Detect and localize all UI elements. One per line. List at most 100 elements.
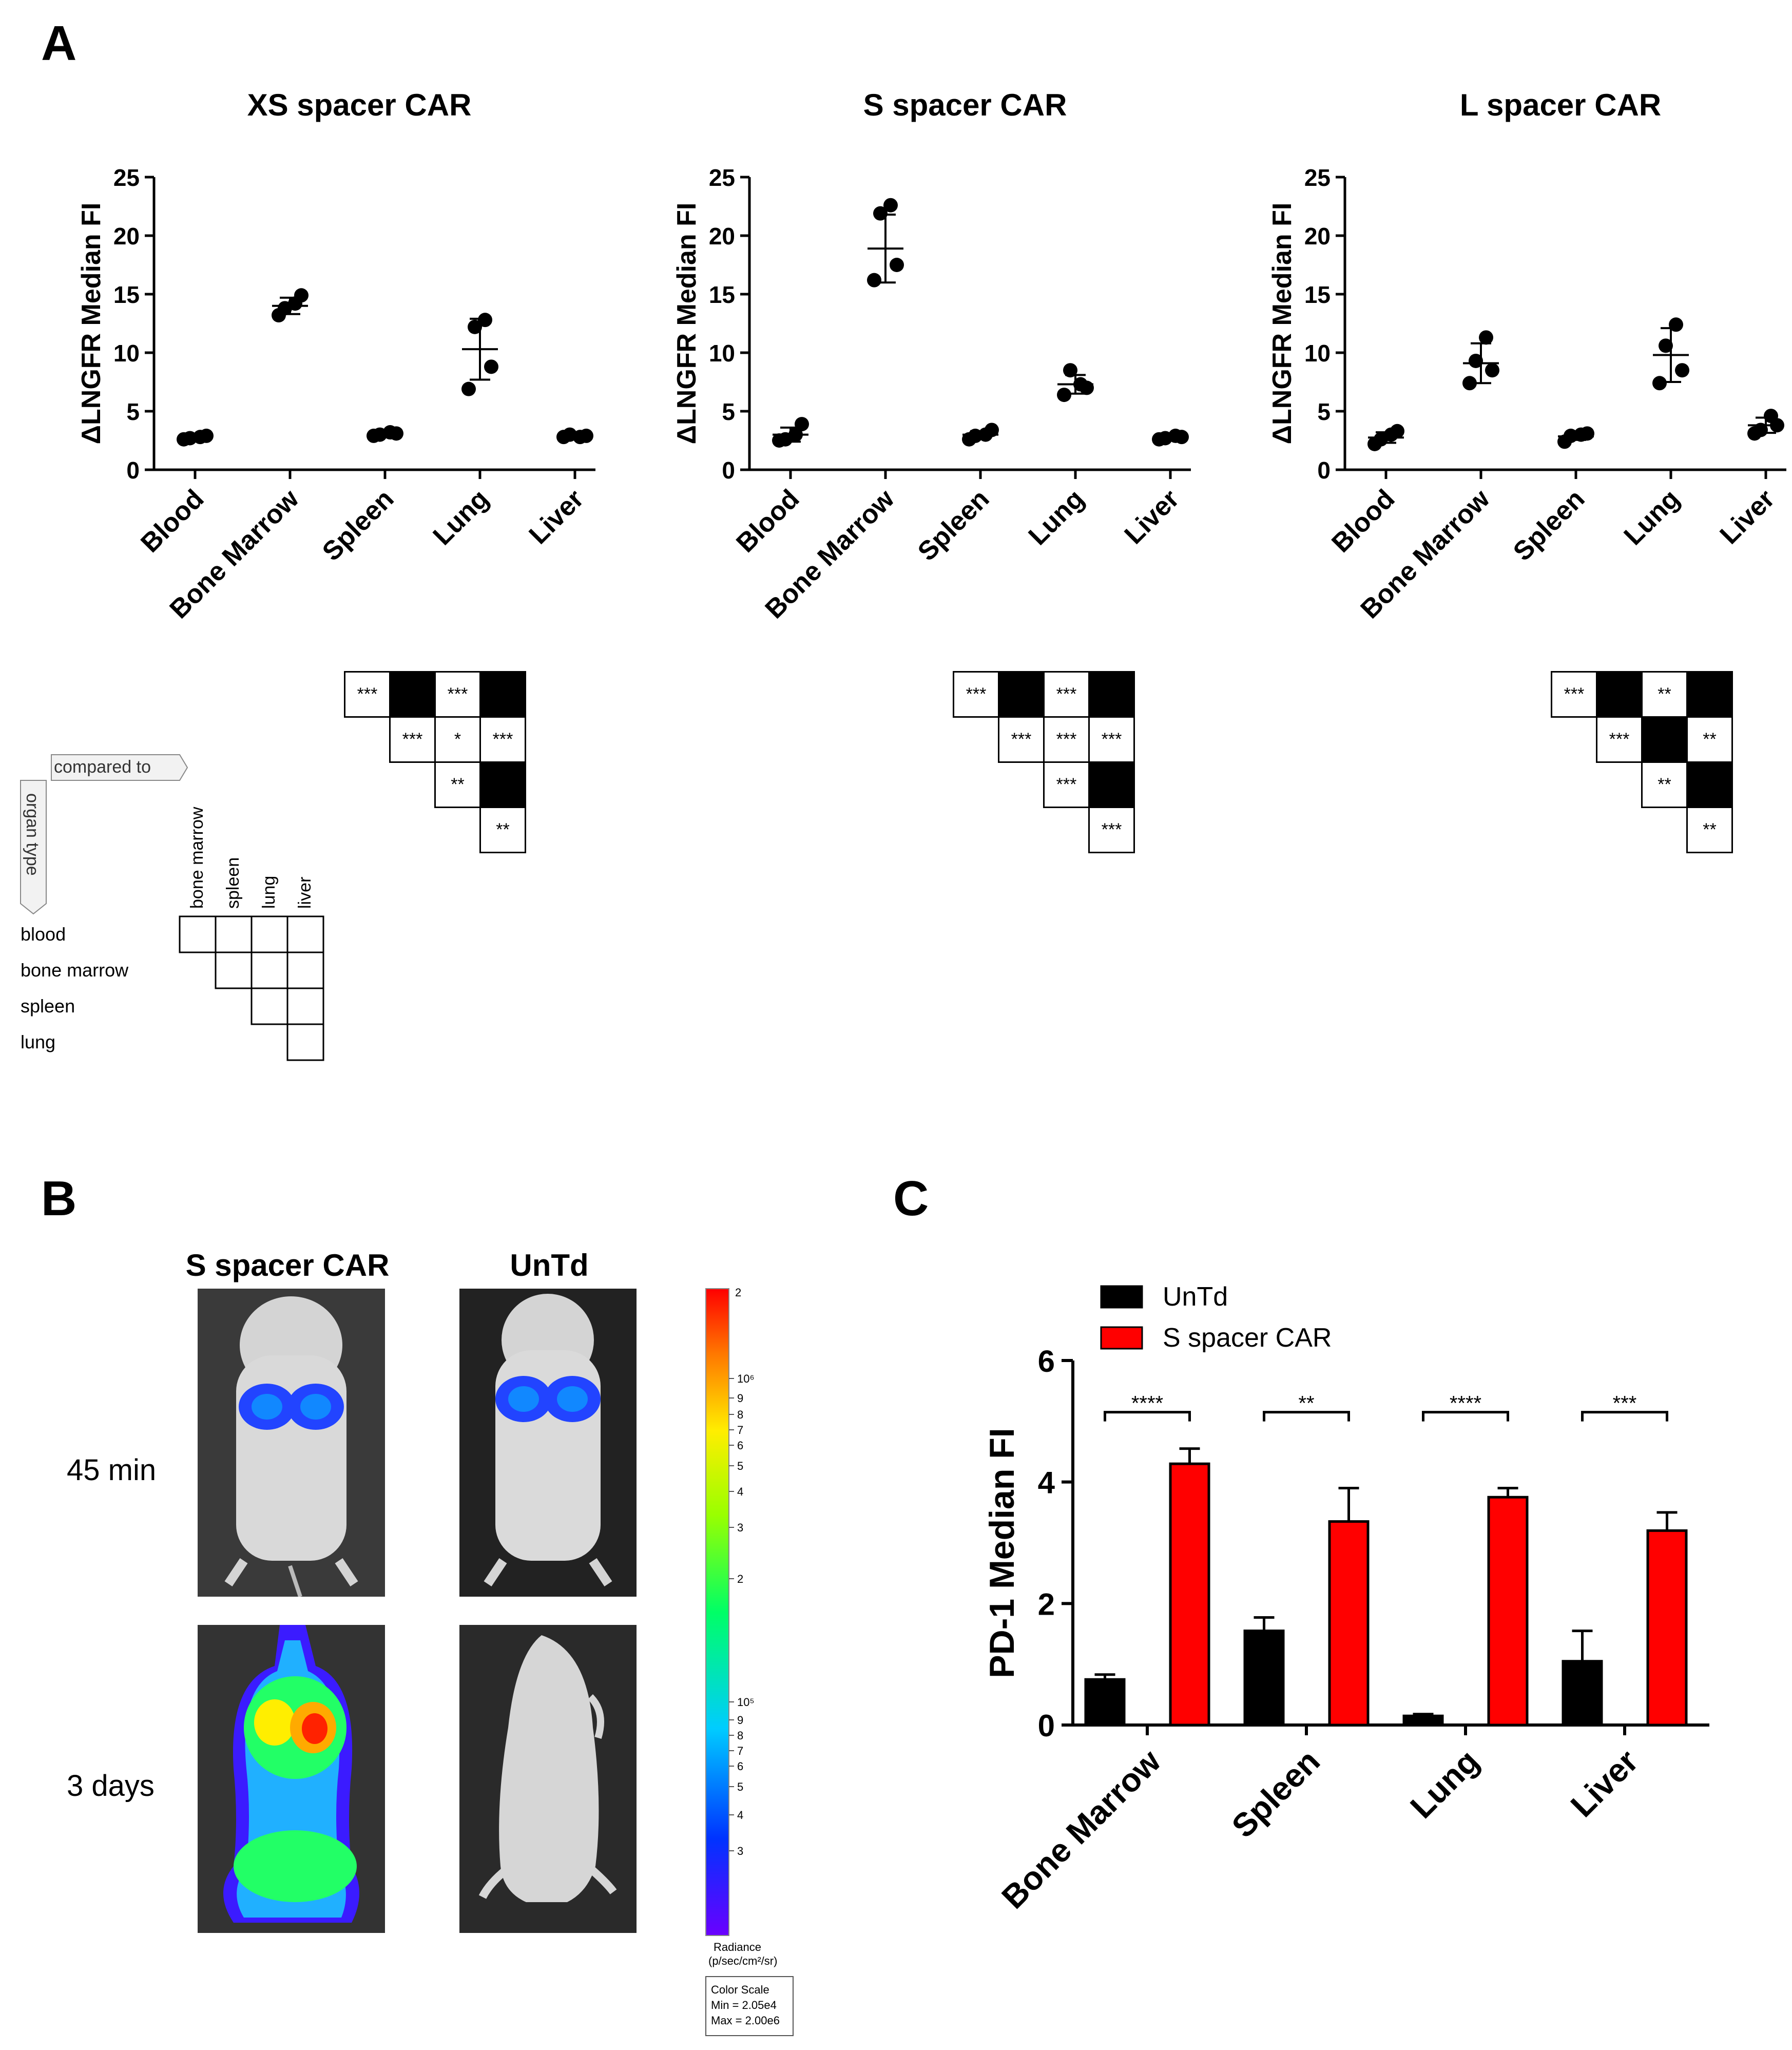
x-tick-label: Liver (1714, 484, 1781, 550)
significance-cell: ** (1686, 807, 1733, 853)
data-point (468, 319, 482, 334)
color-scale-min: Min = 2.05e4 (711, 1999, 777, 2011)
y-tick-label: 0 (1317, 457, 1331, 484)
significance-table: *** ** *** ** ** ** (1551, 671, 1733, 853)
key-row-label: lung (21, 1031, 55, 1052)
key-cell (286, 1023, 324, 1061)
empty-cell (390, 762, 435, 808)
not-significant-cell (479, 761, 526, 808)
significance-matrix-l: *** ** *** ** ** ** (1551, 671, 1733, 853)
significance-label: **** (1131, 1392, 1163, 1415)
significance-cell: *** (434, 671, 481, 718)
x-tick-label: Spleen (912, 484, 995, 567)
data-point (288, 296, 302, 311)
not-significant-cell (1088, 671, 1135, 718)
y-tick-label: 10 (113, 340, 140, 367)
colorbar-tick-label: 10⁶ (737, 1372, 755, 1385)
not-significant-cell (479, 671, 526, 718)
not-significant-cell (998, 671, 1045, 718)
significance-bracket (1263, 1411, 1350, 1422)
bar (1169, 1462, 1210, 1727)
bar (1243, 1630, 1285, 1727)
data-point (1764, 409, 1778, 424)
not-significant-cell (1686, 761, 1733, 808)
empty-cell (1552, 808, 1597, 853)
not-significant-cell (1088, 761, 1135, 808)
x-tick-label: Blood (1326, 484, 1400, 558)
significance-cell: *** (1043, 716, 1090, 763)
significance-cell: ** (1641, 671, 1688, 718)
significance-cell: *** (1043, 671, 1090, 718)
y-tick-label: 5 (722, 398, 735, 425)
y-tick-label: 15 (709, 281, 735, 308)
colorbar-tick-label: 8 (737, 1408, 743, 1421)
not-significant-cell (1596, 671, 1643, 718)
colorbar-tick-label: 2 (737, 1573, 743, 1585)
imaging-col-label-untd: UnTd (510, 1248, 589, 1282)
empty-cell (1552, 717, 1597, 762)
data-point (1652, 376, 1667, 391)
bar (1487, 1496, 1529, 1727)
bar (1084, 1678, 1126, 1727)
significance-cell: ** (1641, 761, 1688, 808)
color-scale-box (705, 1976, 794, 2036)
colorbar-tick-label: 4 (737, 1809, 743, 1822)
data-point (1574, 427, 1588, 442)
chart-title-xs: XS spacer CAR (247, 88, 472, 122)
mouse-image-car-3days (198, 1625, 385, 1933)
compared-to-label: compared to (54, 757, 151, 777)
key-column-labels: bone marrow spleen lung liver (187, 807, 315, 909)
colorbar-tick-label: 5 (737, 1780, 743, 1793)
significance-cell: *** (953, 671, 999, 718)
significance-bracket (1581, 1411, 1668, 1422)
x-tick-label: Liver (524, 484, 590, 550)
empty-cell (999, 808, 1044, 853)
empty-cell (954, 762, 999, 808)
colorbar-tick-label: 6 (737, 1760, 743, 1773)
significance-cell: *** (1043, 761, 1090, 808)
organ-type-label: organ type (23, 793, 42, 876)
significance-table: *** *** *** *** *** *** *** (953, 671, 1135, 853)
y-tick-label: 20 (113, 223, 140, 250)
y-tick-label: 6 (1038, 1344, 1055, 1378)
significance-label: **** (1450, 1392, 1481, 1415)
x-tick-label: Spleen (1508, 484, 1591, 567)
significance-table: *** *** *** * *** ** ** (344, 671, 526, 853)
x-tick-label: Lung (428, 484, 495, 551)
imaging-row-label-45min: 45 min (67, 1453, 157, 1487)
significance-cell: *** (998, 716, 1045, 763)
significance-cell: ** (479, 807, 526, 853)
x-tick-label: Liver (1564, 1742, 1645, 1824)
key-cell (215, 915, 253, 953)
data-point (1675, 363, 1689, 378)
not-significant-cell (389, 671, 436, 718)
colorbar-tick-label: 2 (735, 1286, 741, 1299)
panel-label-b: B (41, 1171, 77, 1226)
panel-label-a: A (41, 16, 77, 71)
empty-cell (954, 717, 999, 762)
imaging-col-label-car: S spacer CAR (185, 1248, 390, 1282)
y-axis-label: PD-1 Median FI (982, 1428, 1022, 1678)
radiance-colorbar: 2 10⁶ 9 8 7 6 5 4 3 2 10⁵ 9 8 7 6 5 4 3 Radiance (p/sec/c… (705, 1286, 794, 2036)
colorbar-gradient (705, 1288, 729, 1936)
x-tick-label: Lung (1023, 484, 1090, 551)
significance-cell: *** (1551, 671, 1597, 718)
key-row-label: spleen (21, 995, 75, 1017)
key-cell (179, 915, 217, 953)
key-cell (215, 951, 253, 989)
significance-cell: *** (1088, 716, 1135, 763)
significance-cell: *** (344, 671, 391, 718)
y-tick-label: 15 (1304, 281, 1331, 308)
y-tick-label: 10 (709, 340, 735, 367)
x-tick-label: Spleen (317, 484, 400, 567)
empty-cell (999, 762, 1044, 808)
key-column-label: liver (295, 877, 315, 909)
significance-label: ** (1298, 1392, 1314, 1415)
data-point (1462, 376, 1477, 391)
colorbar-tick-label: 6 (737, 1439, 743, 1452)
y-tick-label: 0 (126, 457, 140, 484)
data-point (867, 273, 881, 288)
y-tick-label: 0 (722, 457, 735, 484)
